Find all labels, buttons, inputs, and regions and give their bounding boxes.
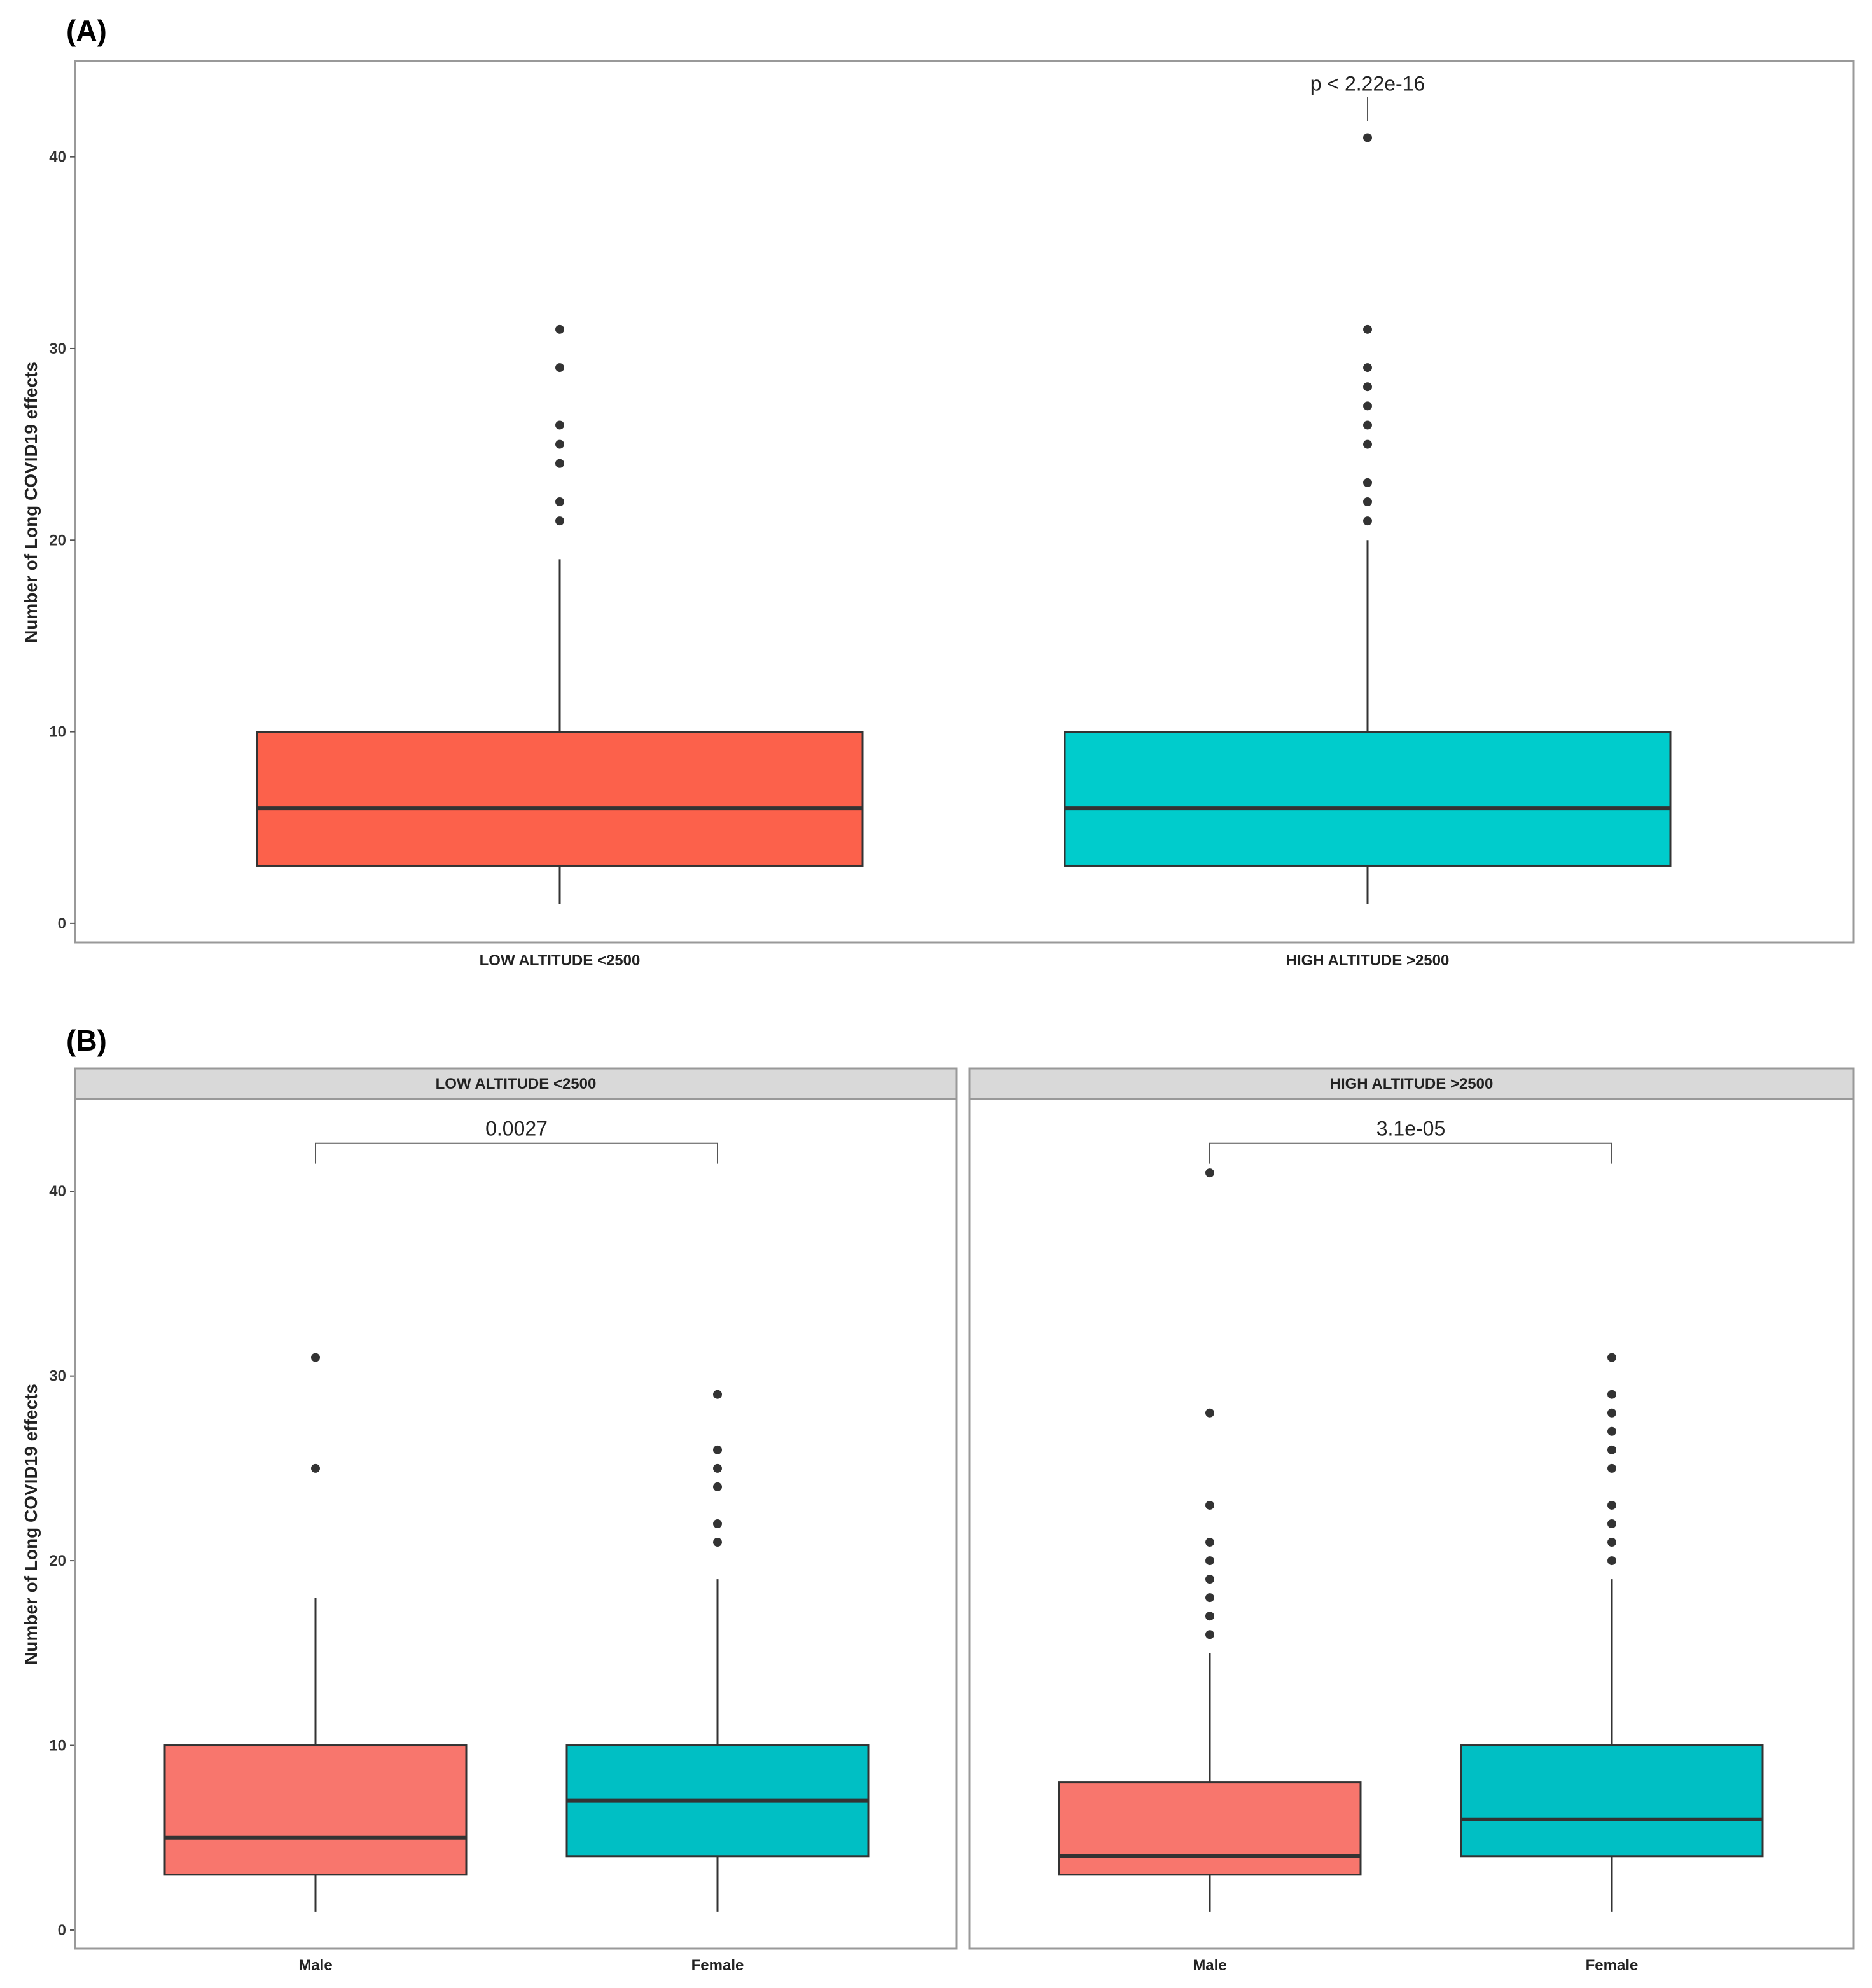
outlier-point-female xyxy=(713,1482,722,1491)
x-tick-label-high-altitude: HIGH ALTITUDE >2500 xyxy=(1286,952,1450,969)
y-tick-label-b: 40 xyxy=(49,1183,66,1200)
comparison-bracket-high-altitude xyxy=(1209,1142,1612,1164)
p-value-annotation-a: p < 2.22e-16 xyxy=(1310,72,1425,121)
outlier-point-female xyxy=(1607,1426,1616,1436)
outlier-point-low-altitude-2500 xyxy=(555,363,564,373)
strip-label-low-altitude: LOW ALTITUDE <2500 xyxy=(436,1075,597,1093)
outlier-point-male xyxy=(311,1353,320,1362)
y-tick-label-a: 20 xyxy=(49,532,66,549)
outlier-point-female xyxy=(1607,1519,1616,1528)
y-axis-label-b: Number of Long COVID19 effects xyxy=(21,1384,41,1665)
x-tick-label-low-altitude: LOW ALTITUDE <2500 xyxy=(480,952,641,969)
outlier-point-high-altitude-2500 xyxy=(1363,401,1372,411)
y-tick-label-a: 0 xyxy=(58,915,66,932)
outlier-point-female xyxy=(713,1445,722,1454)
outlier-point-female xyxy=(1607,1408,1616,1418)
comparison-bracket-low-altitude xyxy=(315,1142,718,1164)
outlier-point-male xyxy=(311,1463,320,1473)
outlier-point-female xyxy=(1607,1445,1616,1454)
outlier-point-female xyxy=(1607,1538,1616,1547)
panel-label-a: (A) xyxy=(66,14,107,47)
outlier-point-male xyxy=(1205,1630,1214,1639)
outlier-point-low-altitude-2500 xyxy=(555,497,564,506)
box-male xyxy=(1058,1781,1362,1876)
boxes-high-altitude xyxy=(1058,1168,1764,1912)
outlier-point-female xyxy=(713,1463,722,1473)
y-axis-ticks-a: 0 10 20 30 40 xyxy=(49,149,75,932)
box-low-altitude-2500 xyxy=(256,731,864,867)
y-tick-label-b: 10 xyxy=(49,1737,66,1755)
y-tick-label-a: 40 xyxy=(49,149,66,166)
outlier-point-female xyxy=(1607,1463,1616,1473)
p-value-text-low-altitude: 0.0027 xyxy=(485,1117,548,1140)
outlier-point-female xyxy=(1607,1390,1616,1399)
y-tick-label-a: 30 xyxy=(49,340,66,357)
boxes-a xyxy=(256,133,1672,904)
outlier-point-female xyxy=(713,1538,722,1547)
x-axis-categories-a: LOW ALTITUDE <2500 HIGH ALTITUDE >2500 xyxy=(480,952,1450,969)
y-axis-ticks-b: 0 10 20 30 40 xyxy=(49,1183,75,1939)
panel-a: (A) Number of Long COVID19 effects 0 10 20… xyxy=(21,14,1855,969)
bracket-low-altitude: 0.0027 xyxy=(315,1117,718,1164)
outlier-point-male xyxy=(1205,1556,1214,1566)
outlier-point-female xyxy=(1607,1500,1616,1510)
p-value-text-a: p < 2.22e-16 xyxy=(1310,72,1425,95)
outlier-point-high-altitude-2500 xyxy=(1363,439,1372,449)
outlier-point-low-altitude-2500 xyxy=(555,324,564,334)
strip-low-altitude xyxy=(74,1067,958,1100)
outlier-point-male xyxy=(1205,1500,1214,1510)
outlier-point-high-altitude-2500 xyxy=(1363,133,1372,142)
boxes-low-altitude xyxy=(163,1353,870,1912)
x-tick-label-male: Male xyxy=(1193,1957,1226,1974)
y-axis-label-a: Number of Long COVID19 effects xyxy=(21,362,41,643)
outlier-point-male xyxy=(1205,1575,1214,1584)
outlier-point-high-altitude-2500 xyxy=(1363,324,1372,334)
outlier-point-male xyxy=(1205,1593,1214,1603)
panel-label-b: (B) xyxy=(66,1024,107,1057)
box-male xyxy=(163,1744,468,1876)
outlier-point-low-altitude-2500 xyxy=(555,439,564,449)
outlier-point-female xyxy=(1607,1556,1616,1566)
box-female xyxy=(1460,1744,1764,1858)
outlier-point-high-altitude-2500 xyxy=(1363,516,1372,526)
strip-high-altitude xyxy=(968,1067,1855,1100)
facet-high-altitude: HIGH ALTITUDE >2500 3.1e-05 Male Female xyxy=(968,1067,1855,1974)
outlier-point-female xyxy=(713,1519,722,1528)
outlier-point-low-altitude-2500 xyxy=(555,516,564,526)
outlier-point-female xyxy=(713,1390,722,1399)
outlier-point-male xyxy=(1205,1612,1214,1621)
box-high-altitude-2500 xyxy=(1064,731,1672,867)
x-tick-label-female: Female xyxy=(691,1957,744,1974)
y-tick-label-a: 10 xyxy=(49,724,66,741)
bracket-high-altitude: 3.1e-05 xyxy=(1209,1117,1612,1164)
outlier-point-male xyxy=(1205,1168,1214,1178)
outlier-point-female xyxy=(1607,1353,1616,1362)
outlier-point-low-altitude-2500 xyxy=(555,459,564,468)
p-value-text-high-altitude: 3.1e-05 xyxy=(1376,1117,1446,1140)
outlier-point-male xyxy=(1205,1408,1214,1418)
facet-low-altitude: LOW ALTITUDE <2500 0.0027 Male Female xyxy=(74,1067,958,1974)
y-tick-label-b: 30 xyxy=(49,1368,66,1385)
outlier-point-high-altitude-2500 xyxy=(1363,382,1372,392)
strip-label-high-altitude: HIGH ALTITUDE >2500 xyxy=(1330,1075,1494,1093)
y-tick-label-b: 0 xyxy=(58,1922,66,1939)
outlier-point-high-altitude-2500 xyxy=(1363,478,1372,487)
outlier-point-high-altitude-2500 xyxy=(1363,363,1372,373)
outlier-point-male xyxy=(1205,1538,1214,1547)
panel-b: (B) Number of Long COVID19 effects 0 10 20… xyxy=(21,1024,1855,1974)
x-tick-label-male: Male xyxy=(298,1957,332,1974)
outlier-point-low-altitude-2500 xyxy=(555,420,564,430)
outlier-point-high-altitude-2500 xyxy=(1363,497,1372,506)
y-tick-label-b: 20 xyxy=(49,1552,66,1570)
outlier-point-high-altitude-2500 xyxy=(1363,420,1372,430)
x-tick-label-female: Female xyxy=(1586,1957,1639,1974)
